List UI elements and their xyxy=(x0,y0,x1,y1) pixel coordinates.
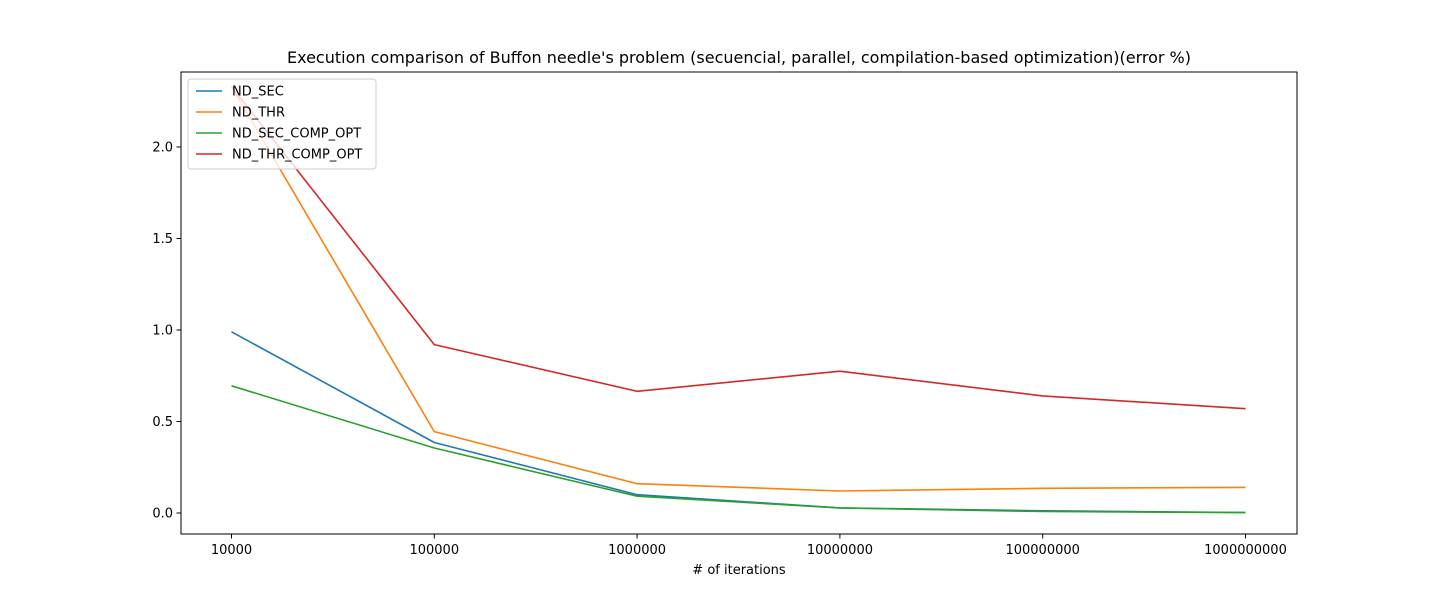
legend-label: ND_SEC_COMP_OPT xyxy=(232,127,361,142)
x-axis: 10000 100000 1000000 10000000 100000000 10000… xyxy=(211,534,1287,558)
y-tick-label: 1.0 xyxy=(152,324,173,339)
x-tick-label: 1000000000 xyxy=(1204,543,1287,558)
x-tick-label: 100000000 xyxy=(1005,543,1079,558)
plot-lines xyxy=(230,86,1246,514)
legend-label: ND_THR_COMP_OPT xyxy=(232,148,362,163)
plot-frame xyxy=(180,71,1298,535)
y-tick-label: 0.0 xyxy=(152,507,173,522)
x-axis-label: # of iterations xyxy=(692,563,786,578)
series-line-nd-sec-comp-opt xyxy=(231,385,1246,514)
legend-box xyxy=(187,78,377,170)
y-axis: 0.0 0.5 1.0 1.5 2.0 xyxy=(152,141,181,522)
series-line-nd-thr xyxy=(230,86,1246,492)
series-line-nd-sec xyxy=(231,331,1246,514)
x-tick-label: 1000000 xyxy=(608,543,666,558)
x-tick-label: 10000 xyxy=(211,543,252,558)
legend-label: ND_THR xyxy=(232,106,285,121)
chart-title: Execution comparison of Buffon needle's … xyxy=(287,48,1191,67)
legend-label: ND_SEC xyxy=(232,85,284,100)
x-tick-label: 10000000 xyxy=(807,543,873,558)
x-tick-label: 100000 xyxy=(409,543,459,558)
series-line-nd-thr-comp-opt xyxy=(230,86,1246,410)
y-tick-label: 1.5 xyxy=(152,232,173,247)
legend: ND_SEC ND_THR ND_SEC_COMP_OPT ND_THR_COMP_O… xyxy=(187,78,377,170)
y-tick-label: 2.0 xyxy=(152,141,173,156)
y-tick-label: 0.5 xyxy=(152,415,173,430)
